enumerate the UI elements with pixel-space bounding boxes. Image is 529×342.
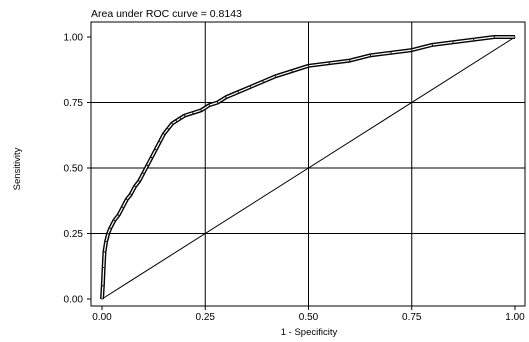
roc-point: [155, 149, 157, 151]
roc-point: [109, 227, 111, 229]
y-tick-label: 0.50: [64, 164, 84, 175]
x-axis-label: 1 - Specificity: [281, 327, 338, 338]
roc-point: [291, 70, 293, 72]
roc-point: [307, 65, 310, 67]
roc-point: [369, 54, 372, 56]
reference-line: [101, 36, 516, 300]
roc-point: [192, 112, 194, 114]
y-tick-label: 0.25: [64, 229, 84, 240]
roc-point: [163, 133, 165, 135]
roc-point: [431, 44, 433, 46]
roc-point: [142, 172, 144, 174]
roc-point: [179, 117, 182, 119]
roc-point: [101, 298, 103, 300]
y-tick-label: 1.00: [64, 33, 84, 44]
roc-point: [217, 101, 219, 104]
roc-point: [225, 96, 227, 98]
roc-point: [103, 251, 106, 253]
roc-point: [493, 36, 495, 38]
roc-point: [473, 39, 475, 41]
roc-point: [514, 36, 516, 38]
roc-point: [411, 49, 413, 51]
roc-point: [113, 219, 115, 221]
roc-point: [349, 59, 351, 62]
x-tick-label: 1.00: [505, 312, 525, 323]
roc-point: [171, 122, 173, 125]
roc-point: [390, 52, 392, 54]
y-axis-label: Sensitivity: [12, 147, 23, 190]
roc-point: [107, 232, 109, 235]
roc-point: [159, 141, 161, 143]
roc-point: [130, 193, 132, 195]
roc-point: [150, 156, 153, 159]
x-tick-label: 0.00: [92, 312, 112, 323]
roc-point: [262, 80, 264, 83]
roc-point: [250, 86, 252, 88]
roc-point: [146, 164, 149, 166]
axes: 0.00 0.25 0.50 0.75 1.00 0.00 0.25 0.50 0.75 1.00: [64, 33, 526, 324]
roc-point: [175, 120, 177, 122]
series-lines: [100, 35, 516, 300]
roc-point: [117, 214, 120, 216]
roc-point: [122, 206, 124, 208]
x-tick-label: 0.50: [299, 312, 319, 323]
roc-point: [134, 185, 136, 187]
y-tick-label: 0.00: [64, 295, 84, 306]
roc-point: [274, 75, 277, 77]
chart-title: Area under ROC curve = 0.8143: [91, 8, 242, 20]
y-tick-label: 0.75: [64, 98, 84, 109]
roc-point: [328, 62, 330, 64]
roc-point: [126, 198, 128, 201]
plot-frame: [90, 21, 526, 307]
roc-point: [167, 128, 169, 130]
roc-point: [200, 109, 202, 111]
roc-point: [452, 41, 454, 43]
roc-curve-core: [101, 36, 515, 300]
roc-point: [208, 104, 210, 106]
roc-point: [105, 240, 107, 242]
roc-point: [237, 91, 239, 93]
x-tick-label: 0.75: [402, 312, 422, 323]
roc-point: [102, 285, 104, 287]
roc-point: [138, 180, 140, 182]
roc-point: [103, 266, 105, 269]
roc-point: [184, 115, 186, 117]
x-tick-label: 0.25: [196, 312, 216, 323]
